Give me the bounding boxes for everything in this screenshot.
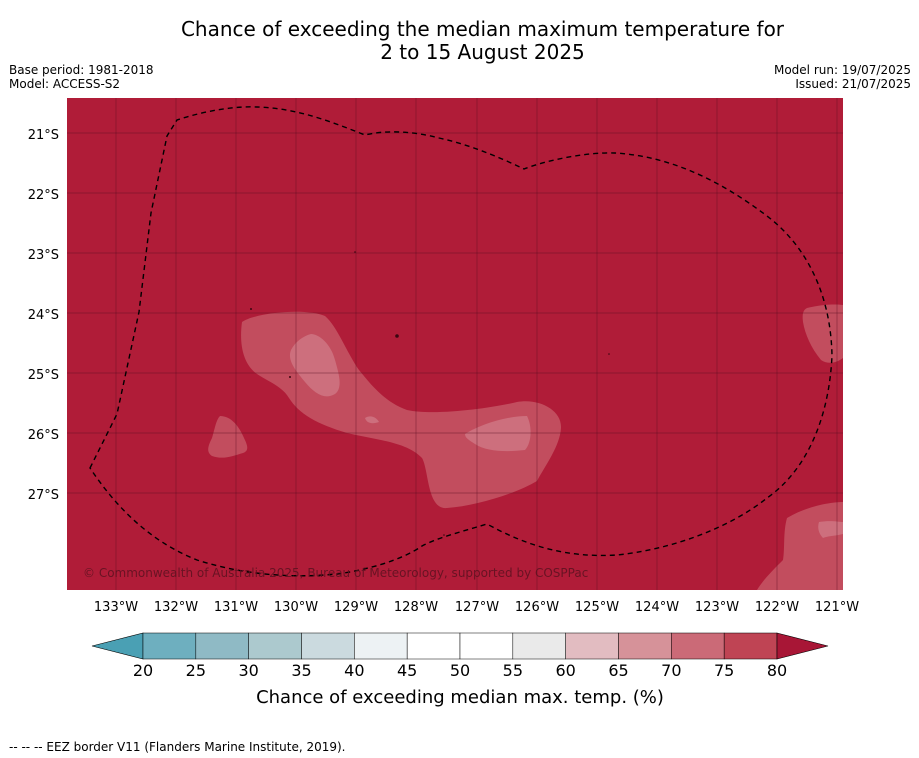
colorbar-tick-label: 50 — [450, 661, 470, 680]
colorbar-tick-label: 40 — [344, 661, 364, 680]
title-line-2: 2 to 15 August 2025 — [380, 40, 585, 64]
colorbar-tick-label: 65 — [608, 661, 628, 680]
eez-border — [89, 106, 833, 577]
colorbar-tick-label: 70 — [661, 661, 681, 680]
eez-legend-note: -- -- -- EEZ border V11 (Flanders Marine… — [9, 740, 346, 754]
lon-label: 127°W — [455, 600, 499, 615]
lon-label: 130°W — [274, 600, 318, 615]
issued-date: Issued: 21/07/2025 — [795, 77, 911, 91]
lon-label: 124°W — [635, 600, 679, 615]
colorbar-label: Chance of exceeding median max. temp. (%… — [256, 687, 664, 708]
lon-label: 131°W — [214, 600, 258, 615]
lat-label: 27°S — [28, 488, 59, 503]
colorbar-tick-label: 75 — [714, 661, 734, 680]
colorbar-tick-label: 55 — [503, 661, 523, 680]
probability-patch-65 — [365, 416, 379, 424]
colorbar-segment — [195, 632, 249, 660]
colorbar: 20 25 30 35 40 45 50 55 60 65 70 75 80 Chance of exc… — [91, 632, 829, 708]
colorbar-segment — [406, 632, 461, 660]
probability-patch-70 — [802, 304, 843, 363]
model-name: Model: ACCESS-S2 — [9, 77, 121, 91]
lat-label: 24°S — [28, 308, 59, 323]
map-base-fill — [67, 98, 843, 590]
colorbar-segment — [301, 632, 355, 660]
lon-label: 129°W — [334, 600, 378, 615]
base-period: Base period: 1981-2018 — [9, 63, 154, 77]
colorbar-over-arrow — [776, 632, 829, 660]
lon-label: 121°W — [815, 600, 859, 615]
lat-label: 25°S — [28, 368, 59, 383]
colorbar-tick-label: 30 — [238, 661, 258, 680]
lon-label: 126°W — [515, 600, 559, 615]
forecast-map: © Commonwealth of Australia 2025, Bureau… — [67, 98, 843, 590]
colorbar-segment — [459, 632, 514, 660]
lon-label: 125°W — [575, 600, 619, 615]
probability-patch-65 — [289, 334, 340, 397]
lat-label: 22°S — [28, 188, 59, 203]
colorbar-segment — [618, 632, 672, 660]
colorbar-tick-label: 45 — [397, 661, 417, 680]
lon-label: 128°W — [394, 600, 438, 615]
probability-patch-70 — [208, 416, 248, 458]
colorbar-segment — [671, 632, 725, 660]
lon-label: 122°W — [755, 600, 799, 615]
colorbar-tick-label: 80 — [767, 661, 787, 680]
colorbar-segment — [723, 632, 778, 660]
colorbar-segment — [354, 632, 408, 660]
lat-label: 21°S — [28, 128, 59, 143]
colorbar-under-arrow — [91, 632, 144, 660]
lon-label: 132°W — [154, 600, 198, 615]
colorbar-tick-label: 35 — [291, 661, 311, 680]
probability-patch-65 — [465, 416, 531, 452]
map-panel: © Commonwealth of Australia 2025, Bureau… — [67, 98, 843, 590]
copyright-note: © Commonwealth of Australia 2025, Bureau… — [83, 566, 588, 580]
colorbar-tick-label: 60 — [555, 661, 575, 680]
meta-right: Model run: 19/07/2025 Issued: 21/07/2025 — [774, 63, 911, 91]
colorbar-tick-label: 25 — [186, 661, 206, 680]
lon-label: 133°W — [94, 600, 138, 615]
chart-title: Chance of exceeding the median maximum t… — [0, 18, 919, 64]
lat-label: 23°S — [28, 248, 59, 263]
colorbar-segment — [565, 632, 619, 660]
lat-label: 26°S — [28, 428, 59, 443]
lon-label: 123°W — [695, 600, 739, 615]
colorbar-tick-label: 20 — [133, 661, 153, 680]
title-line-1: Chance of exceeding the median maximum t… — [180, 17, 785, 41]
meta-left: Base period: 1981-2018 Model: ACCESS-S2 — [9, 63, 154, 91]
island-markers — [250, 251, 610, 536]
graticule — [67, 98, 843, 590]
colorbar-segment — [248, 632, 302, 660]
colorbar-segment — [512, 632, 566, 660]
colorbar-segment — [142, 632, 197, 660]
model-run: Model run: 19/07/2025 — [773, 63, 911, 77]
